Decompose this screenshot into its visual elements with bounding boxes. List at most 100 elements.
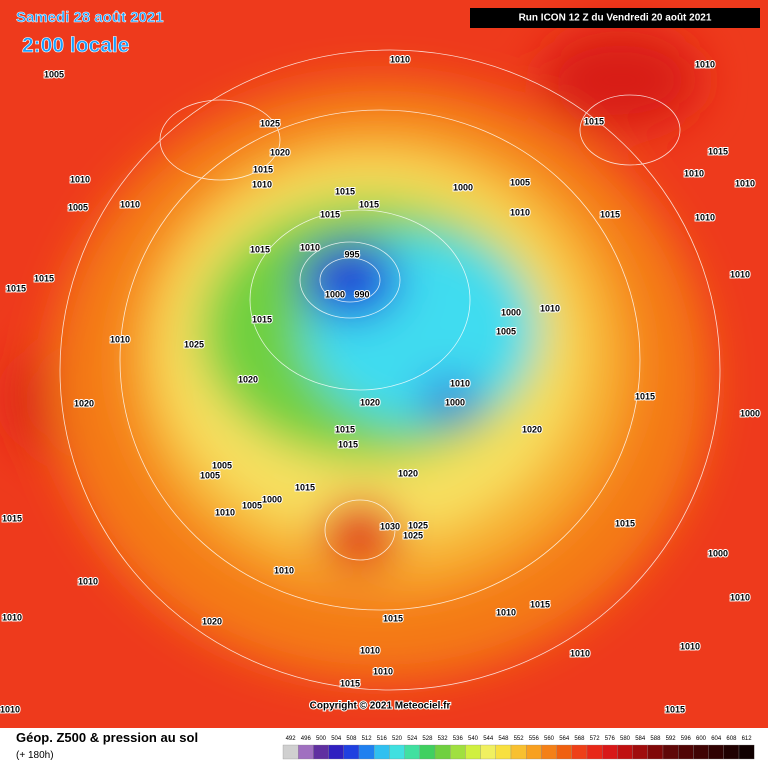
legend-swatch bbox=[586, 744, 603, 760]
legend-swatch bbox=[419, 744, 436, 760]
pressure-label: 1020 bbox=[238, 374, 258, 384]
legend-label: 532 bbox=[438, 736, 449, 742]
legend-swatch bbox=[298, 744, 314, 760]
legend-swatch bbox=[495, 744, 512, 760]
legend-label: 584 bbox=[635, 736, 646, 742]
legend-swatch bbox=[647, 744, 664, 760]
legend-swatch bbox=[343, 744, 360, 760]
legend-swatch bbox=[465, 744, 481, 760]
pressure-label: 1025 bbox=[403, 530, 423, 540]
legend-label: 612 bbox=[742, 736, 753, 742]
legend-swatch bbox=[282, 744, 299, 760]
pressure-label: 1010 bbox=[2, 612, 22, 622]
legend-label: 492 bbox=[286, 736, 297, 742]
pressure-label: 1015 bbox=[34, 273, 54, 283]
pressure-label: 1010 bbox=[695, 59, 715, 69]
pressure-label: 1025 bbox=[408, 520, 428, 530]
legend-swatch bbox=[738, 744, 755, 760]
run-box bbox=[470, 8, 760, 28]
pressure-label: 1010 bbox=[570, 648, 590, 658]
pressure-label: 1005 bbox=[242, 500, 262, 510]
legend-swatch bbox=[723, 744, 740, 760]
pressure-label: 1015 bbox=[708, 146, 728, 156]
legend-swatch bbox=[480, 744, 496, 760]
pressure-label: 1015 bbox=[338, 439, 358, 449]
pressure-label: 1015 bbox=[340, 678, 360, 688]
legend-label: 528 bbox=[422, 736, 433, 742]
pressure-label: 1015 bbox=[252, 314, 272, 324]
date: Samedi 28 août 2021 bbox=[16, 9, 164, 26]
pressure-label: 1010 bbox=[274, 565, 294, 575]
legend-label: 608 bbox=[726, 736, 737, 742]
legend-swatch bbox=[450, 744, 466, 760]
pressure-label: 1015 bbox=[253, 164, 273, 174]
pressure-label: 1015 bbox=[635, 391, 655, 401]
pressure-label: 1010 bbox=[120, 199, 140, 209]
legend-label: 548 bbox=[498, 736, 509, 742]
pressure-label: 1025 bbox=[184, 339, 204, 349]
legend-label: 500 bbox=[316, 736, 327, 742]
pressure-label: 1010 bbox=[730, 592, 750, 602]
legend-swatch bbox=[556, 744, 572, 760]
legend-swatch bbox=[404, 744, 420, 760]
pressure-label: 1010 bbox=[0, 704, 20, 714]
legend-swatch bbox=[434, 744, 451, 760]
color-scale: 492 496 500 504 508 512 516 520 524 528 532 536 540 5… bbox=[282, 736, 755, 760]
pressure-label: 1005 bbox=[44, 69, 64, 79]
pressure-label: 1030 bbox=[380, 521, 400, 531]
legend-label: 556 bbox=[529, 736, 540, 742]
legend-swatch bbox=[571, 744, 588, 760]
pressure-label: 1010 bbox=[78, 576, 98, 586]
legend-swatch bbox=[662, 744, 679, 760]
pressure-label: 1010 bbox=[695, 212, 715, 222]
legend-label: 580 bbox=[620, 736, 631, 742]
pressure-label: 1015 bbox=[6, 283, 26, 293]
legend-label: 572 bbox=[590, 736, 601, 742]
legend-swatch bbox=[678, 744, 694, 760]
pressure-label: 1015 bbox=[335, 186, 355, 196]
pressure-label: 1010 bbox=[215, 507, 235, 517]
pressure-label: 1010 bbox=[70, 174, 90, 184]
legend-label: 600 bbox=[696, 736, 707, 742]
legend-swatch bbox=[541, 744, 557, 760]
legend-label: 496 bbox=[301, 736, 312, 742]
legend-label: 596 bbox=[681, 736, 692, 742]
legend-label: 576 bbox=[605, 736, 616, 742]
pressure-label: 1010 bbox=[360, 645, 380, 655]
pressure-label: 1010 bbox=[390, 54, 410, 64]
pressure-label: 1010 bbox=[496, 607, 516, 617]
legend-swatch bbox=[358, 744, 375, 760]
legend-label: 564 bbox=[559, 736, 570, 742]
pressure-label: 1015 bbox=[600, 209, 620, 219]
legend-label: 540 bbox=[468, 736, 479, 742]
legend-label: 552 bbox=[514, 736, 525, 742]
pressure-label: 1010 bbox=[300, 242, 320, 252]
pressure-label: 1015 bbox=[383, 613, 403, 623]
legend-swatch bbox=[328, 744, 344, 760]
pressure-label: 1010 bbox=[373, 666, 393, 676]
pressure-label: 1000 bbox=[445, 397, 465, 407]
pressure-label: 1000 bbox=[501, 307, 521, 317]
legend-label: 560 bbox=[544, 736, 555, 742]
pressure-label: 1015 bbox=[359, 199, 379, 209]
pressure-label: 1020 bbox=[202, 616, 222, 626]
legend-swatch bbox=[602, 744, 618, 760]
legend-swatch bbox=[617, 744, 633, 760]
pressure-label: 1020 bbox=[360, 397, 380, 407]
local-time: 2:00 locale bbox=[22, 34, 129, 57]
legend-label: 604 bbox=[711, 736, 722, 742]
run-info: Run ICON 12 Z du Vendredi 20 août 2021 bbox=[519, 13, 712, 24]
legend-label: 516 bbox=[377, 736, 388, 742]
legend-swatch bbox=[374, 744, 390, 760]
pressure-label: 1005 bbox=[200, 470, 220, 480]
legend-label: 520 bbox=[392, 736, 403, 742]
pressure-label: 1015 bbox=[584, 116, 604, 126]
pressure-labels: 1005 1010 1010 1025 1020 1015 1010 1015 1015 1010… bbox=[0, 53, 761, 715]
legend-label: 592 bbox=[666, 736, 677, 742]
legend-label: 524 bbox=[407, 736, 418, 742]
legend-label: 512 bbox=[362, 736, 373, 742]
pressure-label: 1000 bbox=[740, 408, 760, 418]
pressure-label: 1015 bbox=[2, 513, 22, 523]
pressure-label: 1010 bbox=[730, 269, 750, 279]
